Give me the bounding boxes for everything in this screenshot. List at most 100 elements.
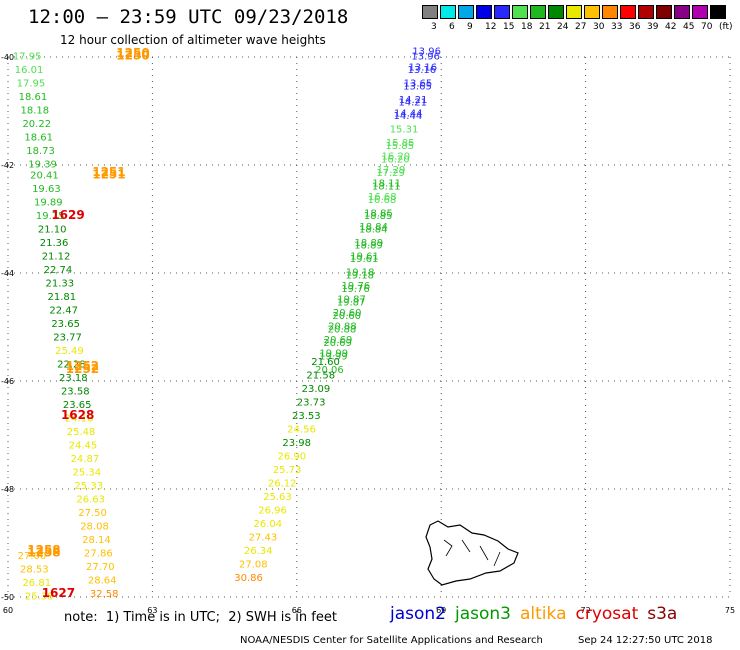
swh-reading: 20.69 — [324, 335, 353, 346]
swh-reading: 21.33 — [46, 279, 75, 290]
swh-reading: 18.84 — [359, 222, 388, 233]
pass-number-label: 1252 — [66, 359, 99, 373]
pass-number-label: 1629 — [51, 208, 84, 222]
scale-swatch — [530, 5, 546, 19]
swh-reading: 15.31 — [390, 125, 419, 136]
scale-swatch — [638, 5, 654, 19]
swh-reading: 28.64 — [88, 576, 117, 587]
y-tick-label: -44 — [1, 269, 14, 278]
scale-label: 9 — [467, 22, 473, 32]
swh-reading: 24.56 — [287, 424, 316, 435]
swh-reading: 20.60 — [332, 311, 361, 322]
swh-reading: 19.63 — [32, 184, 61, 195]
swh-reading: 19.61 — [350, 252, 379, 263]
swh-reading: 22.47 — [49, 306, 78, 317]
island-shape — [425, 520, 519, 586]
y-tick-label: -50 — [1, 593, 14, 602]
swh-reading: 18.85 — [364, 211, 393, 222]
swh-reading: 15.85 — [385, 141, 414, 152]
swh-reading: 21.36 — [40, 238, 69, 249]
swh-reading: 21.60 — [311, 357, 340, 368]
swh-reading: 16.20 — [382, 152, 411, 163]
swh-reading: 16.68 — [368, 192, 397, 203]
island-outline — [425, 520, 519, 586]
scale-swatch — [476, 5, 492, 19]
mission-legend: jason2 jason3 altika cryosat s3a — [390, 604, 686, 624]
swh-reading: 28.08 — [80, 522, 109, 533]
scale-swatch — [584, 5, 600, 19]
scale-label: 39 — [647, 22, 659, 32]
scale-swatch — [494, 5, 510, 19]
scale-unit: (ft) — [719, 22, 733, 32]
swh-reading: 18.89 — [354, 241, 383, 252]
scale-label: 42 — [665, 22, 677, 32]
swh-reading: 17.29 — [376, 168, 405, 179]
swh-reading: 13.65 — [403, 81, 432, 92]
scale-swatch — [620, 5, 636, 19]
swh-reading: 13.65 — [404, 79, 433, 90]
swh-reading: 20.22 — [22, 119, 51, 130]
swh-reading: 23.58 — [61, 387, 90, 398]
x-tick-label: 66 — [292, 606, 302, 615]
swh-reading: 25.73 — [273, 465, 302, 476]
swh-reading: 17.95 — [13, 52, 42, 63]
swh-reading: 18.11 — [372, 179, 401, 190]
swh-reading: 23.18 — [59, 373, 88, 384]
swh-reading: 14.21 — [399, 95, 428, 106]
scale-label: 45 — [683, 22, 695, 32]
y-tick-label: -40 — [1, 53, 14, 62]
scale-label: 12 — [485, 22, 497, 32]
swh-reading: 25.33 — [74, 481, 103, 492]
generation-timestamp: Sep 24 12:27:50 UTC 2018 — [578, 635, 713, 646]
axis-ticks: 60 63 66 69 72 75 -40 -42 -44 -46 -48 -50 — [1, 53, 735, 615]
swh-reading: 13.96 — [411, 52, 440, 63]
swh-reading: 13.96 — [412, 46, 441, 57]
swh-reading: 24.87 — [71, 454, 100, 465]
swh-reading: 25.38 — [25, 592, 54, 603]
pass-number-label: 1252 — [66, 362, 99, 376]
swh-reading: 16.68 — [368, 195, 397, 206]
swh-reading: 23.65 — [51, 319, 80, 330]
swh-reading: 18.18 — [21, 106, 50, 117]
scale-swatch — [692, 5, 708, 19]
swh-reading: 21.12 — [42, 252, 71, 263]
swh-reading: 20.41 — [30, 171, 59, 182]
scale-swatch — [566, 5, 582, 19]
swh-reading: 20.88 — [328, 324, 357, 335]
swh-reading: 19.87 — [337, 297, 366, 308]
swh-reading: 18.85 — [364, 208, 393, 219]
swh-reading: 19.89 — [34, 198, 63, 209]
swh-reading: 19.18 — [345, 270, 374, 281]
swh-reading: 19.76 — [342, 281, 371, 292]
scale-label: 36 — [629, 22, 641, 32]
swh-reading: 23.65 — [63, 400, 92, 411]
swh-reading: 19.76 — [341, 284, 370, 295]
swh-reading: 27.00 — [18, 551, 47, 562]
pass-labels: 1250125012511251162912521252162818401258… — [27, 46, 149, 600]
scale-swatch — [674, 5, 690, 19]
swh-reading: 13.16 — [408, 63, 437, 74]
swh-reading: 23.73 — [297, 397, 326, 408]
swh-reading: 16.01 — [15, 65, 44, 76]
x-tick-label: 60 — [3, 606, 13, 615]
scale-swatch — [512, 5, 528, 19]
y-tick-label: -46 — [1, 377, 14, 386]
mission-jason3: jason3 — [455, 604, 511, 624]
swh-reading: 21.81 — [47, 292, 76, 303]
swh-reading: 26.63 — [76, 495, 105, 506]
x-tick-label: 69 — [436, 606, 446, 615]
swh-reading: 26.90 — [278, 451, 307, 462]
swh-reading: 26.04 — [253, 519, 282, 530]
swh-reading: 32.58 — [90, 589, 119, 600]
swh-reading: 18.89 — [355, 238, 384, 249]
swh-reading: 15.85 — [386, 138, 415, 149]
x-tick-label: 72 — [581, 606, 591, 615]
swh-reading: 20.88 — [328, 322, 357, 333]
pass-number-label: 1627 — [42, 586, 75, 600]
swh-reading: 23.98 — [282, 438, 311, 449]
swh-reading: 26.81 — [22, 578, 51, 589]
pass-number-label: 1628 — [61, 408, 94, 422]
pass-number-label: 1251 — [92, 165, 125, 179]
scale-label: 27 — [575, 22, 587, 32]
scale-swatch — [548, 5, 564, 19]
